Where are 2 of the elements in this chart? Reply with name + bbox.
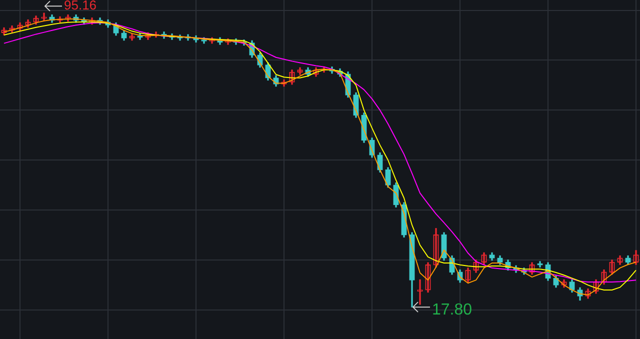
annotation: 95.16: [64, 0, 97, 13]
annotation: 17.80: [432, 301, 472, 318]
